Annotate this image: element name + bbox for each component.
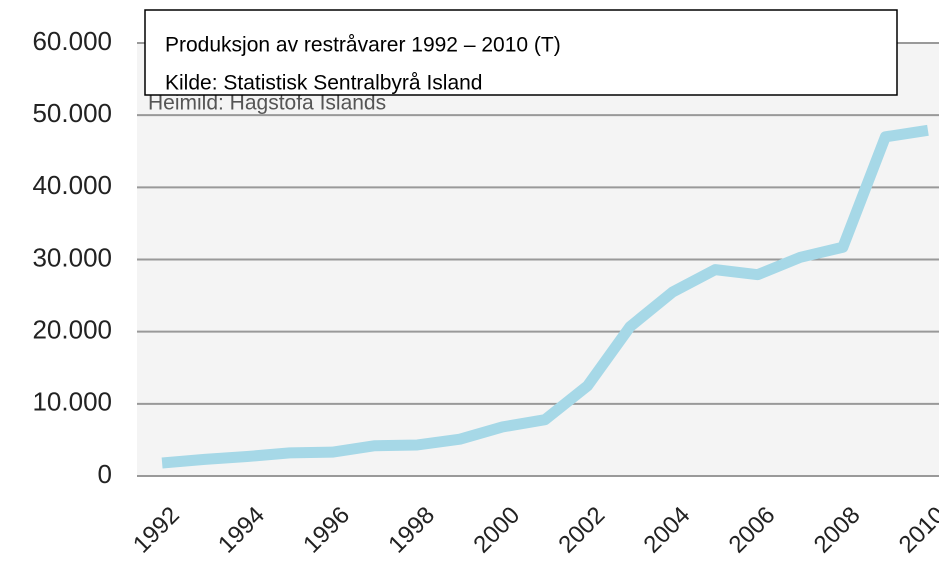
x-tick-label: 2004 bbox=[639, 502, 696, 559]
x-tick-label: 1996 bbox=[298, 502, 355, 559]
x-tick-label: 2006 bbox=[724, 502, 781, 559]
x-tick-label: 2002 bbox=[553, 502, 610, 559]
y-tick-label: 30.000 bbox=[32, 242, 112, 272]
y-tick-label: 20.000 bbox=[32, 315, 112, 345]
data-line bbox=[161, 124, 929, 469]
y-tick-label: 10.000 bbox=[32, 387, 112, 417]
source-note: Heimild: Hagstofa Íslands bbox=[148, 92, 386, 115]
x-tick-label: 2010 bbox=[894, 502, 939, 559]
y-tick-label: 50.000 bbox=[32, 98, 112, 128]
chart-subtitle: Kilde: Statistisk Sentralbyrå Island bbox=[165, 72, 482, 95]
plot-area: 0 10.000 20.000 30.000 40.000 50.000 60.000 199… bbox=[32, 26, 939, 559]
chart-title: Produksjon av restråvarer 1992 – 2010 (T… bbox=[165, 34, 561, 57]
y-tick-label: 40.000 bbox=[32, 170, 112, 200]
x-tick-label: 1994 bbox=[213, 502, 270, 559]
x-tick-label: 1998 bbox=[383, 502, 440, 559]
x-tick-label: 1992 bbox=[128, 502, 185, 559]
x-tick-label: 2000 bbox=[468, 502, 525, 559]
x-tick-label: 2008 bbox=[809, 502, 866, 559]
y-tick-label: 60.000 bbox=[32, 26, 112, 56]
title-box bbox=[144, 9, 898, 96]
y-tick-label: 0 bbox=[98, 459, 112, 489]
